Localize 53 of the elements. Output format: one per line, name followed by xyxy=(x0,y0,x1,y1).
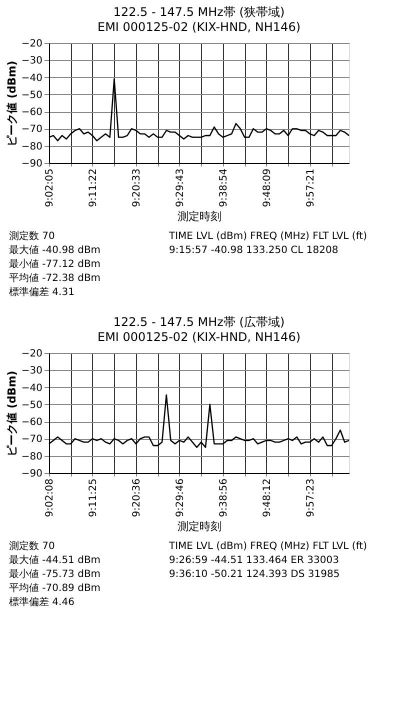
x-tick-label: 9:02:08 xyxy=(44,478,56,518)
text: 9:15:57 -40.98 133.250 CL 18208 xyxy=(169,245,338,256)
x-tick-label: 9:29:46 xyxy=(174,478,186,518)
y-tick-label: −50 xyxy=(21,400,42,411)
text: 最大値 -40.98 dBm xyxy=(9,244,101,256)
text: TIME LVL (dBm) FREQ (MHz) FLT LVL (ft) xyxy=(168,231,368,242)
text: 平均値 -72.38 dBm xyxy=(9,272,101,284)
x-tick-label: 9:20:36 xyxy=(131,478,142,518)
x-tick-label: 9:57:23 xyxy=(305,478,316,518)
y-tick-label: −80 xyxy=(21,141,42,152)
text: 9:36:10 -50.21 124.393 DS 31985 xyxy=(169,569,340,580)
text: 標準偏差 4.46 xyxy=(9,596,74,608)
chart-subtitle: EMI 000125-02 (KIX-HND, NH146) xyxy=(97,20,301,34)
y-tick-label: −20 xyxy=(21,38,42,50)
y-tick-label: −90 xyxy=(21,468,42,480)
chart-subtitle: EMI 000125-02 (KIX-HND, NH146) xyxy=(97,330,301,344)
text: 最小値 -77.12 dBm xyxy=(9,258,101,270)
text: 平均値 -70.89 dBm xyxy=(9,582,101,594)
x-tick-label: 9:11:25 xyxy=(88,478,99,518)
text: 最大値 -44.51 dBm xyxy=(9,554,101,566)
x-tick-label: 9:02:05 xyxy=(44,168,56,208)
x-tick-label: 9:38:56 xyxy=(218,478,230,518)
y-tick-label: −80 xyxy=(21,451,42,462)
y-tick-label: −20 xyxy=(21,348,42,360)
y-tick-label: −60 xyxy=(21,107,42,118)
x-axis-title: 測定時刻 xyxy=(178,520,222,534)
x-tick-label: 9:29:43 xyxy=(174,168,186,208)
x-tick-label: 9:48:12 xyxy=(262,478,273,518)
text: 測定数 70 xyxy=(9,540,55,552)
y-tick-label: −60 xyxy=(21,417,42,428)
y-tick-label: −70 xyxy=(21,434,42,446)
y-axis-title: ピーク値 (dBm) xyxy=(5,60,18,146)
x-tick-label: 9:11:22 xyxy=(88,168,99,208)
y-tick-label: −50 xyxy=(21,90,42,101)
y-tick-label: −30 xyxy=(21,366,42,377)
x-tick-label: 9:48:09 xyxy=(262,168,273,208)
text: 測定数 70 xyxy=(9,230,55,242)
y-tick-label: −30 xyxy=(21,56,42,67)
chart-title: 122.5 - 147.5 MHz帯 (広帯域) xyxy=(113,315,285,329)
y-tick-label: −40 xyxy=(21,382,42,394)
x-axis-title: 測定時刻 xyxy=(178,210,222,224)
x-tick-label: 9:20:33 xyxy=(131,168,142,208)
y-tick-label: −40 xyxy=(21,72,42,84)
chart-title: 122.5 - 147.5 MHz帯 (狭帯域) xyxy=(113,5,285,19)
text: 9:26:59 -44.51 133.464 ER 33003 xyxy=(169,555,339,566)
y-axis-title: ピーク値 (dBm) xyxy=(5,370,18,456)
x-tick-label: 9:38:54 xyxy=(218,168,230,208)
x-tick-label: 9:57:21 xyxy=(305,168,316,208)
y-tick-label: −90 xyxy=(21,158,42,170)
text: TIME LVL (dBm) FREQ (MHz) FLT LVL (ft) xyxy=(168,541,368,552)
text: 最小値 -75.73 dBm xyxy=(9,568,101,580)
y-tick-label: −70 xyxy=(21,124,42,136)
text: 標準偏差 4.31 xyxy=(9,286,74,298)
